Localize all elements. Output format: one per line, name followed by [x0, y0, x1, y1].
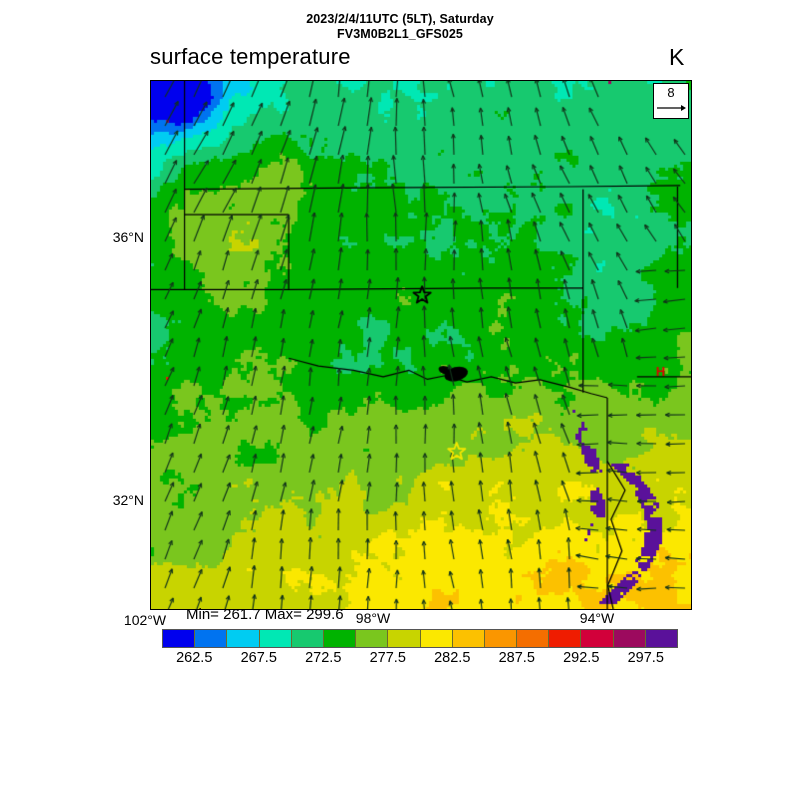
lon-tick-98w: 98°W — [355, 610, 391, 626]
title-block: 2023/2/4/11UTC (5LT), Saturday FV3M0B2L1… — [0, 12, 800, 42]
lon-tick-94w: 94°W — [579, 610, 615, 626]
colorbar-swatch-7 — [388, 630, 421, 647]
colorbar-tick-297.5: 297.5 — [627, 650, 664, 666]
vector-scale-value: 8 — [667, 85, 675, 100]
lat-tick-36n: 36°N — [112, 229, 144, 245]
colorbar-swatch-13 — [581, 630, 614, 647]
map-plot-area[interactable]: 8 — [150, 80, 692, 610]
colorbar-swatch-4 — [291, 630, 324, 647]
forecast-datetime: 2023/2/4/11UTC (5LT), Saturday — [306, 12, 494, 26]
lat-tick-32n: 32°N — [112, 492, 144, 508]
vector-scale-legend: 8 — [653, 83, 689, 119]
colorbar-swatch-6 — [356, 630, 389, 647]
model-run-id: FV3M0B2L1_GFS025 — [337, 27, 463, 41]
colorbar-swatch-0 — [163, 630, 196, 647]
min-max-readout: Min= 261.7 Max= 299.6 — [186, 606, 344, 623]
colorbar-tick-287.5: 287.5 — [498, 650, 535, 666]
colorbar-tick-292.5: 292.5 — [563, 650, 600, 666]
colorbar-swatch-2 — [227, 630, 260, 647]
unit-label: K — [669, 44, 685, 70]
colorbar-swatch-1 — [195, 630, 228, 647]
page-title: surface temperature — [150, 44, 351, 69]
colorbar-swatch-10 — [484, 630, 518, 647]
colorbar-tick-267.5: 267.5 — [240, 650, 277, 666]
colorbar-tick-262.5: 262.5 — [176, 650, 213, 666]
colorbar-swatch-12 — [549, 630, 582, 647]
colorbar-swatches[interactable] — [162, 629, 678, 648]
temperature-field-raster — [151, 81, 691, 609]
colorbar-swatch-8 — [420, 630, 453, 647]
colorbar-tick-277.5: 277.5 — [369, 650, 406, 666]
colorbar-swatch-15 — [645, 630, 677, 647]
colorbar-tick-272.5: 272.5 — [305, 650, 342, 666]
colorbar-tick-282.5: 282.5 — [434, 650, 471, 666]
colorbar-swatch-5 — [323, 630, 357, 647]
colorbar-swatch-3 — [259, 630, 292, 647]
right-arrow-icon — [657, 105, 686, 111]
colorbar-swatch-9 — [452, 630, 485, 647]
lon-tick-102w: 102°W — [123, 612, 167, 628]
colorbar-tick-labels: 262.5 267.5 272.5 277.5 282.5 287.5 292.5 297.5 — [162, 650, 678, 672]
colorbar-swatch-14 — [613, 630, 646, 647]
colorbar-swatch-11 — [517, 630, 550, 647]
colorbar[interactable]: 262.5 267.5 272.5 277.5 282.5 287.5 292.5 297.5 — [162, 629, 678, 672]
